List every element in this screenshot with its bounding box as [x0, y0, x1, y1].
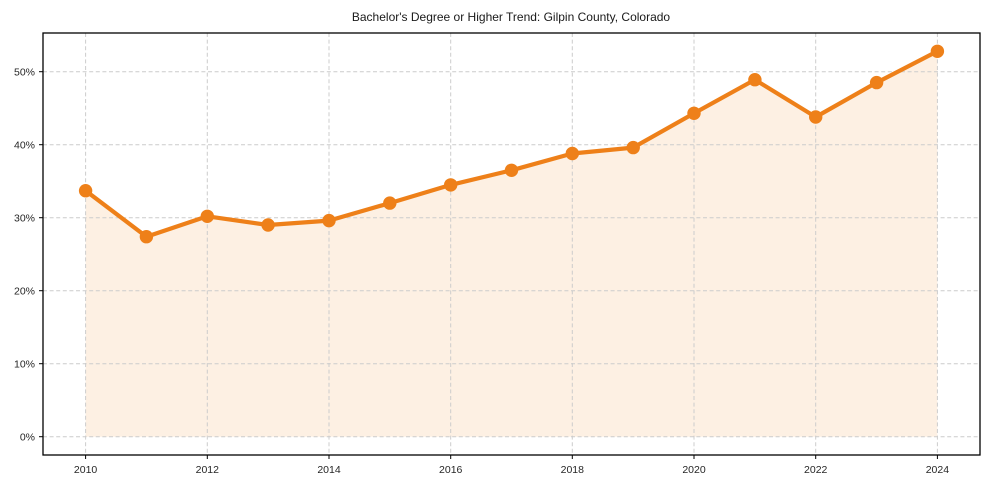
data-point-2010: [78, 184, 93, 198]
y-tick-label: 20%: [14, 285, 35, 297]
y-tick-label: 40%: [14, 139, 35, 151]
y-tick-label: 0%: [20, 431, 35, 443]
x-tick-label: 2016: [439, 464, 463, 476]
data-point-2021: [748, 73, 762, 87]
y-tick-label: 30%: [14, 212, 35, 224]
data-point-2023: [869, 75, 884, 90]
x-tick-label: 2022: [804, 464, 828, 476]
x-tick-label: 2018: [561, 464, 585, 476]
x-tick-label: 2014: [317, 464, 341, 476]
data-point-2017: [504, 163, 519, 177]
data-point-2014: [322, 213, 336, 228]
plot-border: [42, 32, 981, 456]
x-tick-label: 2010: [74, 464, 98, 476]
data-point-2019: [626, 140, 640, 155]
chart-title: Bachelor's Degree or Higher Trend: Gilpi…: [352, 10, 671, 24]
x-tick-label: 2012: [196, 464, 220, 476]
data-point-2018: [565, 146, 579, 161]
data-point-2022: [809, 110, 823, 124]
data-point-2024: [930, 44, 945, 58]
data-point-2016: [444, 178, 458, 192]
y-tick-label: 10%: [14, 358, 35, 370]
data-point-2020: [687, 106, 701, 121]
data-point-2012: [200, 209, 214, 223]
x-tick-label: 2024: [926, 464, 950, 476]
data-point-2013: [261, 218, 275, 232]
y-tick-label: 50%: [14, 66, 35, 78]
data-point-2011: [139, 230, 154, 244]
trend-area-fill: [85, 51, 938, 437]
x-tick-label: 2020: [682, 464, 706, 476]
data-point-2015: [383, 196, 397, 210]
